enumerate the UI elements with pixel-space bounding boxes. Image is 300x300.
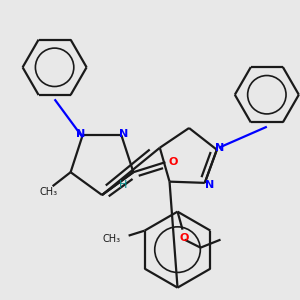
- Text: N: N: [119, 129, 128, 139]
- Text: H: H: [119, 180, 127, 190]
- Text: CH₃: CH₃: [103, 234, 121, 244]
- Text: O: O: [180, 232, 189, 243]
- Text: CH₃: CH₃: [40, 187, 58, 197]
- Text: N: N: [215, 143, 224, 153]
- Text: O: O: [169, 157, 178, 167]
- Text: N: N: [205, 180, 214, 190]
- Text: N: N: [76, 129, 85, 139]
